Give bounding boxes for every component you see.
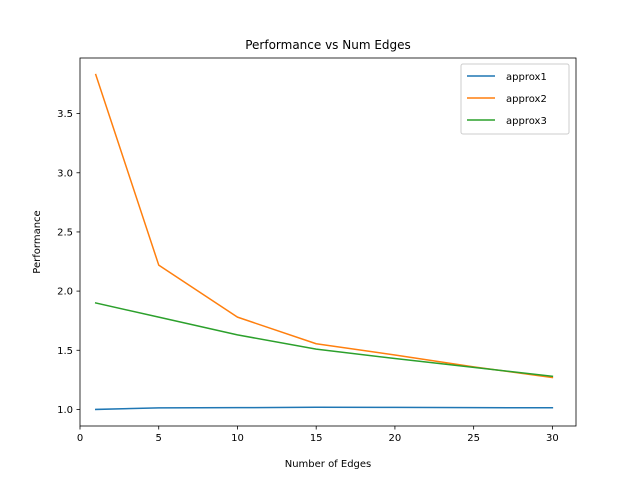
legend-label-approx3: approx3 bbox=[506, 116, 547, 127]
x-axis: 0 5 10 15 20 25 30 bbox=[77, 426, 559, 444]
x-tick-label: 0 bbox=[77, 433, 83, 444]
plot-frame bbox=[79, 57, 577, 427]
y-tick-label: 1.0 bbox=[57, 405, 73, 416]
y-tick-label: 3.5 bbox=[57, 109, 73, 120]
x-tick-label: 10 bbox=[231, 433, 244, 444]
y-tick-label: 2.0 bbox=[57, 287, 73, 298]
x-tick-label: 5 bbox=[156, 433, 162, 444]
x-axis-label: Number of Edges bbox=[285, 459, 372, 470]
legend-label-approx1: approx1 bbox=[506, 72, 547, 83]
chart-title: Performance vs Num Edges bbox=[245, 38, 411, 52]
y-tick-label: 3.0 bbox=[57, 168, 73, 179]
y-tick-label: 1.5 bbox=[57, 346, 73, 357]
legend: approx1 approx2 approx3 bbox=[460, 63, 570, 135]
y-axis-label: Performance bbox=[32, 210, 43, 273]
x-tick-label: 30 bbox=[546, 433, 559, 444]
series-layer bbox=[94, 73, 554, 411]
legend-frame bbox=[460, 63, 570, 135]
y-tick-label: 2.5 bbox=[57, 227, 73, 238]
series-line-approx1 bbox=[94, 406, 554, 411]
series-line-approx3 bbox=[94, 302, 554, 378]
x-tick-label: 20 bbox=[389, 433, 402, 444]
y-axis: 1.0 1.5 2.0 2.5 3.0 3.5 bbox=[57, 109, 80, 416]
legend-label-approx2: approx2 bbox=[506, 94, 547, 105]
x-tick-label: 25 bbox=[467, 433, 480, 444]
x-tick-label: 15 bbox=[310, 433, 323, 444]
